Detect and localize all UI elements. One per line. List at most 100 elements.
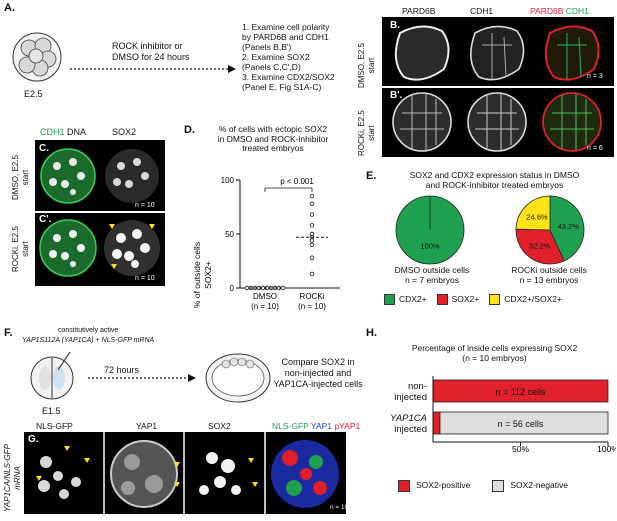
- pie2-caption-2: n = 13 embryos: [519, 274, 579, 285]
- ectopic-sox2-dotplot: % of outside cells SOX2+ p < 0.001 DMSO …: [192, 176, 340, 311]
- pie2-caption: ROCKi outside cells n = 13 embryos: [488, 265, 610, 285]
- d-ytick-label: 100: [221, 176, 235, 185]
- d-point-dmso: [280, 285, 286, 291]
- c-row1-text: DMSO, E2.5: [11, 155, 20, 200]
- pie1-caption-1: DMSO outside cells: [394, 265, 470, 275]
- panel-c-label: C.: [39, 143, 49, 154]
- legend-swatch-cdx2: [384, 294, 395, 305]
- c-row2-label: ROCKi, E2.5 start: [11, 226, 30, 272]
- g-side-label-2: mRNA: [12, 466, 22, 490]
- h-category-label-1: YAP1CA injected: [390, 413, 427, 435]
- e-title-line: and ROCK-inhibitor treated embryos: [425, 179, 564, 190]
- f-note2: YAP1S112A (YAP1CA) + NLS-GFP mRNA: [22, 337, 155, 344]
- sox2-inside-cells-bar-chart: n = 112 cells non-injected n = 56 cells YAP…: [390, 376, 616, 452]
- pie1-caption-2: n = 7 embryos: [404, 274, 460, 285]
- panel-a-stage: E2.5: [24, 89, 43, 99]
- step-line: 3. Examine CDX2/SOX2: [242, 72, 335, 82]
- h-category-line-1: non-: [408, 381, 427, 392]
- f-stage: E1.5: [42, 406, 61, 416]
- h-legend: SOX2-positive SOX2-negative: [398, 480, 568, 492]
- d-point-rocki: [309, 223, 315, 228]
- panel-c-prime-label: C'.: [39, 214, 52, 225]
- d-ylabel-2: SOX2+: [203, 261, 213, 289]
- h-legend-neg-swatch: [492, 480, 505, 492]
- pie2-slice-cdx2-sox2-: [515, 195, 551, 231]
- c-col1-label: CDH1 DNA: [40, 127, 87, 138]
- d-xtick-dmso: DMSO: [253, 292, 277, 301]
- legend-swatch-sox2: [436, 294, 448, 305]
- c-n1: n = 10: [135, 202, 155, 209]
- legend-both: CDX2+/SOX2+: [504, 293, 562, 304]
- panel-a-arrow-text1: ROCK inhibitor or: [112, 41, 183, 51]
- step-line: 2. Examine SOX2: [242, 52, 310, 62]
- panel-b-label: B.: [390, 20, 400, 31]
- panel-a-arrow-text2: DMSO for 24 hours: [112, 52, 190, 62]
- pie1-slice-cdx2--label: 100%: [420, 241, 440, 250]
- pie2-slice-cdx2--label: 43.2%: [558, 222, 580, 231]
- c-dna: DNA: [67, 127, 87, 137]
- h-bar-label-1: n = 56 cells: [498, 419, 544, 429]
- b-col1-label: PARD6B: [402, 6, 436, 16]
- f-arrow-label: 72 hours: [104, 365, 140, 375]
- c-row1-text2: start: [20, 169, 30, 186]
- d-xtick-rocki-n: (n = 10): [298, 302, 326, 311]
- b-row1-label: DMSO, E2.5 start: [357, 43, 376, 88]
- panel-a-label: A.: [4, 2, 15, 14]
- f-note1: constitutively active: [58, 327, 119, 334]
- h-legend-pos: SOX2-positive: [416, 480, 471, 491]
- h-title-line: Percentage of inside cells expressing SO…: [411, 343, 578, 353]
- h-xtick-label: 50%: [512, 444, 529, 452]
- step-line: 1. Examine cell polarity: [242, 22, 330, 32]
- c-row2-text: ROCKi, E2.5: [11, 226, 20, 272]
- panel-c-images: [35, 140, 165, 286]
- panel-h-label: H.: [366, 327, 377, 339]
- panel-e-title: SOX2 and CDX2 expression status in DMSO …: [372, 170, 617, 190]
- step-line: (Panels B,B'): [242, 42, 292, 52]
- d-xtick-dmso-n: (n = 10): [251, 302, 279, 311]
- g-n: n = 10: [330, 504, 349, 511]
- step-line: (Panel E, Fig S1A-C): [242, 82, 322, 92]
- b-row2-text2: start: [366, 125, 376, 141]
- c-row2-text2: start: [20, 241, 30, 257]
- g-nlsgfp: NLS-GFP: [272, 421, 309, 431]
- f-result: Compare SOX2 in non-injected and YAP1CA-…: [272, 357, 364, 390]
- b-row1-text2: start: [366, 57, 376, 74]
- panel-b-prime-label: B'.: [390, 90, 403, 101]
- h-category-line-2: injected: [394, 424, 427, 435]
- f-result-line: YAP1CA-injected cells: [273, 379, 363, 389]
- c-n2: n = 10: [135, 275, 155, 282]
- b-col3-label: PARD6B CDH1: [530, 6, 589, 17]
- legend-cdx2: CDX2+: [399, 293, 427, 304]
- pie2-slice-cdx2-sox2--label: 24.6%: [526, 213, 548, 222]
- h-bar-pos-1: [432, 411, 441, 435]
- pie2-caption-1: ROCKi outside cells: [511, 265, 587, 275]
- b-n2: n = 6: [587, 145, 603, 152]
- g-col2-label: YAP1: [136, 421, 158, 431]
- b-col2-label: CDH1: [470, 6, 494, 16]
- c-cdh1: CDH1: [40, 127, 65, 137]
- d-point-dmso: [244, 285, 250, 291]
- pie2-slice-sox2--label: 32.2%: [529, 242, 551, 251]
- h-title-line: (n = 10 embryos): [462, 352, 527, 363]
- d-point-rocki: [309, 242, 315, 247]
- b-row1-pard6b: [394, 25, 450, 81]
- g-side-label-1: YAP1CA/NLS-GFP: [3, 443, 12, 512]
- d-ylabel-1: % of outside cells: [192, 242, 202, 308]
- blastocyst-icon: [205, 353, 271, 403]
- panel-d-label: D.: [184, 124, 195, 136]
- panel-a-dotted-arrow: [70, 65, 236, 73]
- b-row1-text: DMSO, E2.5: [357, 43, 366, 88]
- b-row2-text: ROCKi, E2.5: [357, 110, 366, 156]
- legend-sox2: SOX2+: [451, 293, 480, 304]
- step-line: by PARD6B and CDH1: [242, 32, 329, 42]
- h-xtick-label: 100%: [597, 444, 616, 452]
- g-pyap1: pYAP1: [334, 421, 361, 431]
- h-bar-label-0: n = 112 cells: [495, 387, 546, 397]
- panel-g-label: G.: [28, 434, 39, 445]
- h-category-label-0: non-injected: [394, 381, 427, 403]
- g-side-label: YAP1CA/NLS-GFP mRNA: [3, 444, 22, 512]
- d-point-rocki: [309, 212, 315, 217]
- d-point-rocki: [309, 255, 315, 260]
- d-xtick-rocki: ROCKi: [300, 292, 325, 301]
- d-point-rocki: [309, 238, 315, 243]
